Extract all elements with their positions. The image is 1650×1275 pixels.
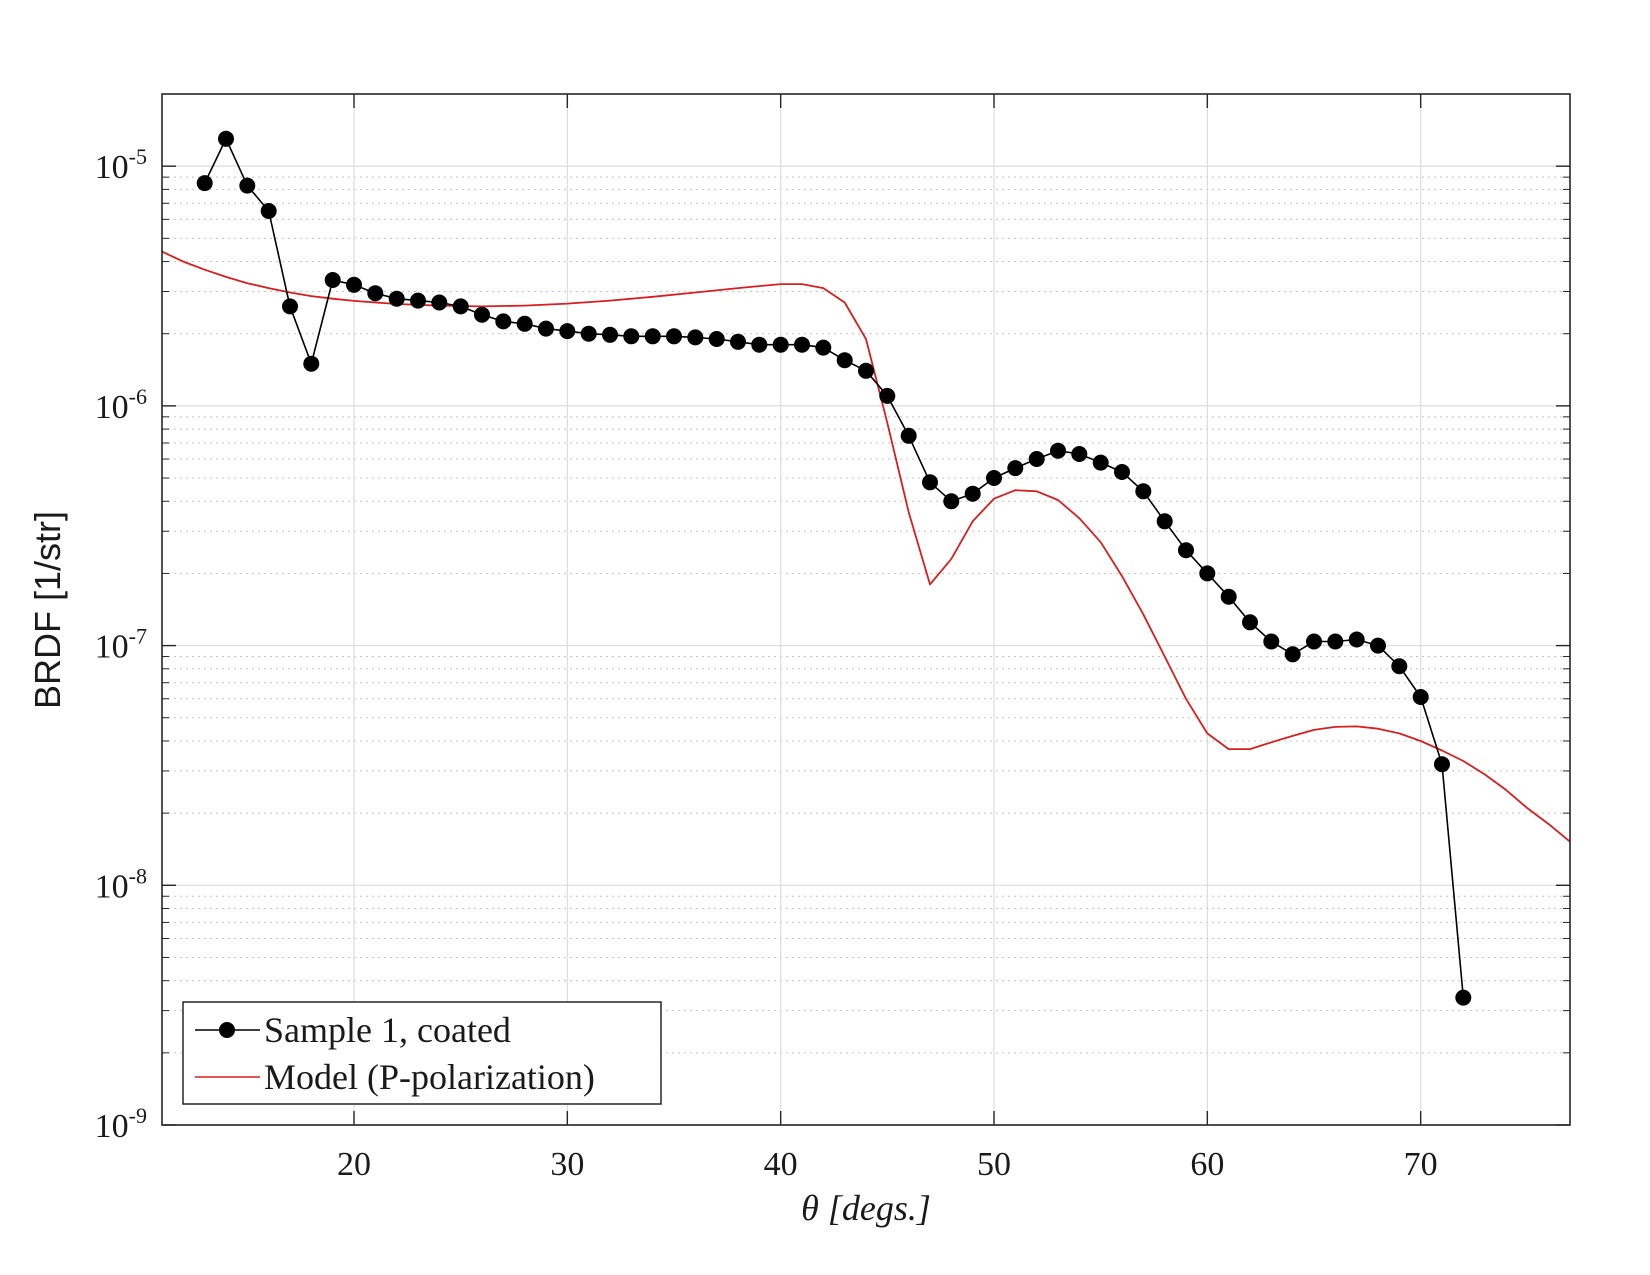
sample-point (1455, 989, 1472, 1006)
sample-point (1114, 464, 1130, 480)
sample-point (1242, 614, 1258, 631)
sample-point (324, 272, 341, 288)
sample-point (1028, 451, 1045, 467)
sample-point (602, 326, 618, 343)
sample-point (516, 315, 533, 332)
sample-point (388, 290, 405, 307)
legend-sample-marker (219, 1022, 235, 1038)
sample-point (858, 362, 874, 379)
y-tick-label: 10-5 (95, 144, 147, 186)
sample-point (196, 175, 213, 192)
sample-point (708, 331, 725, 347)
sample-point (964, 485, 981, 502)
sample-point (1220, 588, 1237, 605)
sample-point (772, 336, 789, 353)
y-tick-exponent: -9 (129, 1103, 147, 1128)
sample-point (794, 336, 810, 353)
sample-point (1412, 689, 1429, 705)
x-axis-label: θ [degs.] (801, 1188, 931, 1228)
sample-point (1007, 460, 1024, 477)
y-tick-exponent: -6 (129, 384, 147, 409)
sample-point (1370, 637, 1386, 654)
sample-point (538, 320, 554, 337)
sample-point (644, 328, 661, 345)
y-tick-base: 10 (95, 868, 129, 905)
y-tick-exponent: -8 (129, 863, 147, 888)
sample-point (1071, 446, 1088, 462)
sample-point (1135, 483, 1152, 500)
y-tick-label: 10-8 (95, 863, 147, 905)
sample-point (1178, 542, 1194, 559)
sample-point (922, 474, 938, 491)
sample-point (559, 323, 576, 340)
sample-point (666, 328, 682, 345)
y-axis-label: BRDF [1/str] (27, 511, 68, 709)
model-line (161, 250, 1571, 843)
sample-point (1434, 756, 1450, 773)
sample-point (282, 298, 298, 315)
y-tick-exponent: -5 (129, 144, 147, 169)
axis-ticks (162, 93, 1570, 1126)
model-series (161, 250, 1571, 843)
y-tick-base: 10 (95, 1108, 129, 1145)
legend-box (182, 1001, 662, 1105)
sample-point (1050, 442, 1066, 459)
sample-point (474, 306, 490, 323)
sample-point (1391, 658, 1408, 675)
sample-point (495, 313, 512, 330)
sample-point (452, 298, 469, 315)
x-tick-labels: 20 30 40 50 60 70 (337, 1146, 1438, 1183)
sample-point (303, 355, 320, 372)
x-tick-label: 50 (977, 1146, 1011, 1183)
x-tick-label: 20 (337, 1146, 371, 1183)
sample-point (1284, 646, 1301, 663)
y-tick-labels: 10-910-810-710-610-5 (95, 144, 147, 1145)
sample-point (410, 292, 426, 309)
sample-point (986, 470, 1002, 486)
legend-sample-label: Sample 1, coated (264, 1010, 511, 1050)
x-tick-label: 30 (550, 1146, 584, 1183)
sample-point (1306, 633, 1322, 650)
sample-point (836, 352, 853, 369)
sample-point (260, 203, 277, 219)
sample-point (1199, 565, 1216, 582)
sample-point (623, 328, 640, 345)
sample-point (751, 336, 768, 353)
sample-point (815, 339, 832, 356)
x-tick-label: 60 (1190, 1146, 1224, 1183)
x-tick-label: 70 (1404, 1146, 1438, 1183)
sample-point (1327, 633, 1344, 650)
legend: Sample 1, coated Model (P-polarization) (182, 1001, 662, 1105)
plot-background (162, 94, 1570, 1125)
y-tick-base: 10 (95, 149, 129, 186)
sample-point (879, 387, 896, 404)
y-tick-exponent: -7 (129, 624, 147, 649)
sample-point (1156, 513, 1173, 530)
y-tick-label: 10-9 (95, 1103, 147, 1145)
sample-point (431, 294, 448, 311)
sample-point (367, 285, 384, 302)
sample-point (239, 177, 256, 194)
sample-point (687, 329, 704, 346)
sample-point (580, 325, 597, 342)
sample-point (346, 276, 362, 293)
y-tick-label: 10-7 (95, 624, 147, 666)
sample-point (730, 333, 746, 350)
y-tick-label: 10-6 (95, 384, 147, 426)
sample-point (1092, 454, 1109, 471)
sample-point (1263, 633, 1280, 650)
sample-point (943, 493, 960, 510)
y-tick-base: 10 (95, 389, 129, 426)
sample-series (196, 130, 1472, 1006)
sample-point (218, 130, 234, 147)
sample-point (1348, 631, 1365, 648)
legend-model-label: Model (P-polarization) (264, 1057, 595, 1097)
x-tick-label: 40 (764, 1146, 798, 1183)
plot-frame (161, 93, 1571, 1126)
y-tick-base: 10 (95, 629, 129, 666)
sample-point (900, 427, 917, 444)
